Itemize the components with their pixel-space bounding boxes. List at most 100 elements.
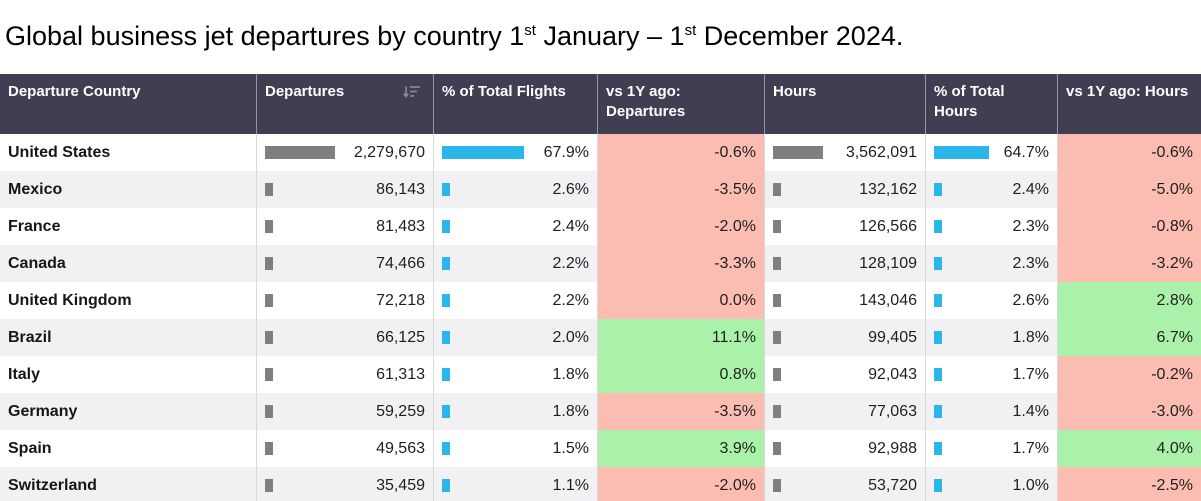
pct-hours-cell: 2.3% (925, 208, 1057, 246)
hours-value: 53,720 (868, 476, 917, 494)
vs-1y-hours-cell: -0.2% (1057, 356, 1201, 394)
country-name: Canada (8, 254, 66, 272)
vs-1y-hours-value: -0.8% (1151, 217, 1193, 235)
departures-value: 66,125 (376, 328, 425, 346)
vs-1y-departures-cell: -3.3% (597, 245, 764, 283)
departures-cell: 72,218 (256, 282, 433, 320)
table-row: United Kingdom 72,218 2.2% 0.0% 143,046 2.6% 2… (0, 282, 1201, 320)
column-header-label: Departures (265, 83, 345, 101)
gray-value-bar (265, 220, 273, 234)
pct-flights-value: 1.8% (552, 402, 589, 420)
column-header-label: % of Total Hours (934, 83, 1005, 121)
vs-1y-departures-cell: -2.0% (597, 208, 764, 246)
blue-value-bar (442, 405, 450, 419)
column-header-hours[interactable]: Hours (764, 74, 925, 135)
country-cell: Switzerland (0, 467, 256, 501)
sort-descending-icon[interactable] (403, 84, 421, 100)
gray-value-bar (773, 146, 823, 160)
gray-value-bar (265, 442, 273, 456)
table-row: Canada 74,466 2.2% -3.3% 128,109 2.3% -3.2% (0, 245, 1201, 283)
gray-value-bar (773, 257, 781, 271)
departures-cell: 35,459 (256, 467, 433, 501)
gray-value-bar (265, 405, 273, 419)
pct-flights-cell: 2.6% (433, 171, 597, 209)
vs-1y-hours-cell: -0.8% (1057, 208, 1201, 246)
hours-value: 92,043 (868, 365, 917, 383)
pct-hours-cell: 2.4% (925, 171, 1057, 209)
column-header-pct-total-hours[interactable]: % of Total Hours (925, 74, 1057, 135)
vs-1y-departures-cell: -3.5% (597, 393, 764, 431)
blue-value-bar (442, 220, 450, 234)
column-header-label: vs 1Y ago: Hours (1066, 83, 1189, 101)
country-name: Spain (8, 439, 52, 457)
blue-value-bar (442, 183, 450, 197)
pct-hours-value: 2.3% (1012, 254, 1049, 272)
column-header-label: Hours (773, 83, 817, 101)
table-row: Mexico 86,143 2.6% -3.5% 132,162 2.4% -5.0% (0, 171, 1201, 209)
title-text-2: January – 1 (535, 21, 685, 52)
pct-flights-cell: 1.8% (433, 356, 597, 394)
country-name: Switzerland (8, 476, 97, 494)
country-cell: United States (0, 134, 256, 172)
gray-value-bar (773, 331, 781, 345)
hours-value: 99,405 (868, 328, 917, 346)
column-header-pct-total-flights[interactable]: % of Total Flights (433, 74, 597, 135)
title-superscript-1: st (524, 22, 536, 40)
column-header-departures[interactable]: Departures (256, 74, 433, 135)
departures-value: 35,459 (376, 476, 425, 494)
vs-1y-hours-cell: -0.6% (1057, 134, 1201, 172)
pct-flights-value: 1.8% (552, 365, 589, 383)
vs-1y-hours-value: 2.8% (1156, 291, 1193, 309)
pct-hours-cell: 64.7% (925, 134, 1057, 172)
blue-value-bar (934, 479, 942, 493)
vs-1y-departures-value: 0.8% (719, 365, 756, 383)
departures-value: 61,313 (376, 365, 425, 383)
pct-flights-value: 2.2% (552, 291, 589, 309)
pct-flights-cell: 1.5% (433, 430, 597, 468)
pct-hours-cell: 1.0% (925, 467, 1057, 501)
column-header-vs-1y-hours[interactable]: vs 1Y ago: Hours (1057, 74, 1201, 135)
blue-value-bar (442, 331, 450, 345)
hours-cell: 99,405 (764, 319, 925, 357)
vs-1y-hours-cell: 6.7% (1057, 319, 1201, 357)
country-name: Italy (8, 365, 41, 383)
pct-flights-cell: 2.2% (433, 282, 597, 320)
vs-1y-hours-value: -5.0% (1151, 180, 1193, 198)
vs-1y-departures-value: 11.1% (711, 328, 756, 346)
vs-1y-departures-cell: 0.0% (597, 282, 764, 320)
blue-value-bar (442, 257, 450, 271)
gray-value-bar (773, 405, 781, 419)
column-header-vs-1y-departures[interactable]: vs 1Y ago: Departures (597, 74, 764, 135)
hours-cell: 92,043 (764, 356, 925, 394)
table-row: Spain 49,563 1.5% 3.9% 92,988 1.7% 4.0% (0, 430, 1201, 468)
table-row: Italy 61,313 1.8% 0.8% 92,043 1.7% -0.2% (0, 356, 1201, 394)
vs-1y-hours-value: 4.0% (1156, 439, 1193, 457)
hours-cell: 3,562,091 (764, 134, 925, 172)
vs-1y-departures-cell: -2.0% (597, 467, 764, 501)
gray-value-bar (773, 183, 781, 197)
blue-value-bar (442, 442, 450, 456)
pct-flights-value: 2.2% (552, 254, 589, 272)
gray-value-bar (773, 479, 781, 493)
blue-value-bar (442, 368, 450, 382)
gray-value-bar (265, 479, 273, 493)
gray-value-bar (265, 368, 273, 382)
vs-1y-departures-value: -3.5% (714, 180, 756, 198)
vs-1y-departures-cell: -3.5% (597, 171, 764, 209)
departures-table: Departure Country Departures % of Total … (0, 74, 1201, 501)
vs-1y-departures-cell: 11.1% (597, 319, 764, 357)
gray-value-bar (773, 220, 781, 234)
departures-value: 49,563 (376, 439, 425, 457)
hours-cell: 126,566 (764, 208, 925, 246)
departures-cell: 86,143 (256, 171, 433, 209)
country-cell: Mexico (0, 171, 256, 209)
gray-value-bar (773, 368, 781, 382)
country-name: Mexico (8, 180, 63, 198)
blue-value-bar (442, 294, 450, 308)
blue-value-bar (934, 294, 942, 308)
blue-value-bar (934, 331, 942, 345)
title-text-1: Global business jet departures by countr… (5, 21, 525, 52)
column-header-departure-country[interactable]: Departure Country (0, 74, 256, 134)
vs-1y-hours-cell: 2.8% (1057, 282, 1201, 320)
table-row: Brazil 66,125 2.0% 11.1% 99,405 1.8% 6.7% (0, 319, 1201, 357)
